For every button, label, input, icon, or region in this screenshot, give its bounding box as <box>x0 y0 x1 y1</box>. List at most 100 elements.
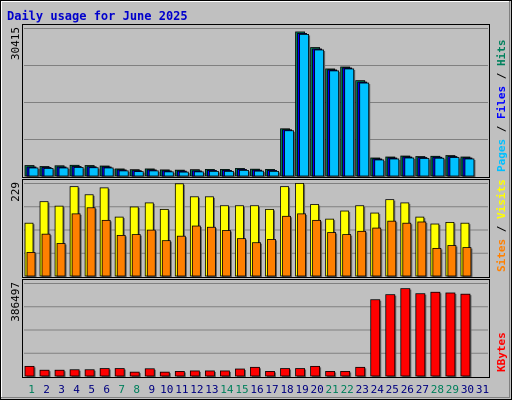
bar-kbytes-kbytes-day-24 <box>370 299 381 377</box>
bar-hits-pages-day-20 <box>314 49 325 177</box>
legend-visits: Visits <box>495 179 508 219</box>
x-label-day-1: 1 <box>28 383 35 396</box>
bar-hits-pages-day-25 <box>389 158 400 177</box>
bar-kbytes-kbytes-day-18 <box>280 368 290 377</box>
bar-hits-pages-day-3 <box>58 167 69 177</box>
x-label-day-19: 19 <box>295 383 308 396</box>
bar-hits-pages-day-23 <box>359 82 370 177</box>
bar-hits-pages-day-17 <box>269 170 279 177</box>
x-label-day-30: 30 <box>461 383 474 396</box>
bar-hits-pages-day-2 <box>43 168 54 177</box>
x-label-day-4: 4 <box>73 383 80 396</box>
bar-kbytes-kbytes-day-5 <box>84 369 95 377</box>
bar-hits-pages-day-5 <box>88 167 99 177</box>
x-label-day-24: 24 <box>371 383 385 396</box>
legend-pages: Pages <box>495 139 508 172</box>
ytick-hits: 30415 <box>9 27 22 60</box>
bar-hits-pages-day-11 <box>178 171 189 177</box>
bar-hits-pages-day-16 <box>254 170 264 177</box>
bar-visits-sites-day-11 <box>176 235 186 277</box>
bar-kbytes-kbytes-day-30 <box>460 293 471 377</box>
bar-hits-pages-day-8 <box>133 171 144 177</box>
x-label-day-16: 16 <box>250 383 263 396</box>
bar-visits-sites-day-14 <box>222 230 231 277</box>
x-label-day-15: 15 <box>235 383 248 396</box>
bar-hits-pages-day-21 <box>329 70 340 177</box>
bar-hits-pages-day-15 <box>239 170 249 177</box>
bar-kbytes-kbytes-day-8 <box>129 371 140 377</box>
bar-visits-sites-day-13 <box>206 226 216 277</box>
x-label-day-10: 10 <box>160 383 173 396</box>
ytick-kbytes: 386497 <box>9 282 22 322</box>
bar-kbytes-kbytes-day-14 <box>220 370 230 377</box>
bar-hits-pages-day-24 <box>374 159 385 177</box>
bar-kbytes-kbytes-day-13 <box>204 370 215 377</box>
bar-kbytes-kbytes-day-25 <box>385 294 396 377</box>
bar-kbytes-kbytes-day-29 <box>445 292 456 377</box>
bar-visits-sites-day-17 <box>267 239 276 277</box>
bar-kbytes-kbytes-day-3 <box>54 369 65 377</box>
x-label-day-22: 22 <box>341 383 354 396</box>
x-label-day-23: 23 <box>356 383 369 396</box>
bar-visits-sites-day-26 <box>402 222 412 277</box>
legend-separator-2: / <box>495 66 508 86</box>
bar-visits-sites-day-5 <box>86 207 96 277</box>
x-label-day-8: 8 <box>133 383 140 396</box>
bar-kbytes-kbytes-day-10 <box>159 371 170 377</box>
bar-visits-sites-day-20 <box>312 219 322 277</box>
x-label-day-7: 7 <box>118 383 125 396</box>
bar-visits-sites-day-4 <box>71 213 81 277</box>
bar-visits-sites-day-24 <box>372 227 382 277</box>
bar-visits-sites-day-8 <box>131 234 141 277</box>
bar-hits-pages-day-12 <box>193 171 204 177</box>
bar-kbytes-kbytes-day-15 <box>235 368 245 377</box>
bar-visits-sites-day-19 <box>297 213 306 277</box>
bar-kbytes-kbytes-day-22 <box>340 371 351 377</box>
bar-visits-sites-day-18 <box>282 215 291 277</box>
x-axis-labels: 1 2 3 4 5 6 7 8 9 10 11 12 13 14 15 16 17 18 19 20 21 22 23 24 2… <box>28 383 489 396</box>
x-label-day-14: 14 <box>220 383 234 396</box>
bar-visits-sites-day-21 <box>327 232 337 277</box>
ytick-visits: 229 <box>9 182 22 202</box>
bar-kbytes-kbytes-day-4 <box>69 369 80 377</box>
bar-visits-sites-day-3 <box>56 243 66 277</box>
x-label-day-18: 18 <box>280 383 293 396</box>
x-label-day-31: 31 <box>476 383 489 396</box>
bar-hits-pages-day-13 <box>208 170 219 177</box>
bar-hits-pages-day-26 <box>404 157 415 177</box>
bar-visits-sites-day-25 <box>387 220 397 277</box>
bar-visits-sites-day-7 <box>116 234 126 277</box>
bar-kbytes-kbytes-day-26 <box>400 288 411 377</box>
bar-kbytes-kbytes-day-23 <box>355 366 366 377</box>
bar-kbytes-kbytes-day-12 <box>189 370 200 377</box>
bar-kbytes-kbytes-day-21 <box>325 371 336 377</box>
bar-kbytes-kbytes-day-20 <box>310 365 321 377</box>
legend-sites: Sites <box>495 239 508 272</box>
bars <box>24 31 476 377</box>
bar-kbytes-kbytes-day-7 <box>114 368 125 377</box>
bar-kbytes-kbytes-day-2 <box>39 369 50 377</box>
bar-kbytes-kbytes-day-28 <box>430 291 441 377</box>
bar-kbytes-kbytes-day-6 <box>99 368 110 377</box>
bar-visits-sites-day-15 <box>237 238 246 277</box>
x-label-day-12: 12 <box>190 383 203 396</box>
x-label-day-13: 13 <box>205 383 218 396</box>
x-label-day-6: 6 <box>103 383 110 396</box>
bar-visits-sites-day-30 <box>462 247 472 277</box>
bar-visits-sites-day-12 <box>191 225 201 277</box>
x-label-day-17: 17 <box>265 383 278 396</box>
x-label-day-21: 21 <box>326 383 339 396</box>
bar-kbytes-kbytes-day-19 <box>295 368 305 377</box>
x-label-day-27: 27 <box>416 383 429 396</box>
bar-hits-pages-day-28 <box>434 157 445 177</box>
bar-visits-sites-day-29 <box>447 245 457 277</box>
bar-hits-pages-day-7 <box>118 170 129 177</box>
bar-hits-pages-day-9 <box>148 170 159 177</box>
bar-kbytes-kbytes-day-16 <box>250 366 260 377</box>
legend-separator-1: / <box>495 119 508 139</box>
bar-hits-pages-day-30 <box>464 158 475 177</box>
bar-kbytes-kbytes-day-1 <box>24 365 35 377</box>
x-label-day-2: 2 <box>43 383 50 396</box>
bar-hits-pages-day-27 <box>419 158 430 177</box>
